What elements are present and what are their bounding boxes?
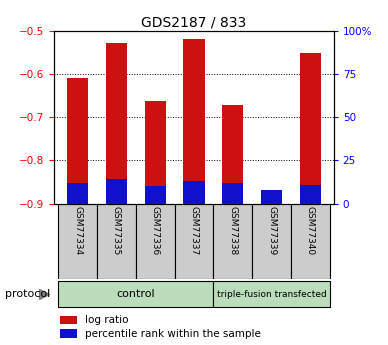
Bar [291, 204, 330, 279]
Bar [136, 204, 175, 279]
Text: GSM77339: GSM77339 [267, 206, 276, 255]
Bar [60, 316, 77, 324]
Bar [58, 204, 97, 279]
Text: protocol: protocol [5, 289, 50, 299]
Bar [60, 329, 77, 338]
Bar [58, 281, 213, 307]
Text: GSM77336: GSM77336 [151, 206, 160, 255]
Bar [145, 186, 166, 204]
Bar [252, 204, 291, 279]
Bar [213, 204, 252, 279]
Bar [300, 53, 321, 204]
Bar [184, 39, 205, 204]
Text: log ratio: log ratio [85, 315, 128, 325]
Bar [184, 181, 205, 204]
Bar [67, 79, 88, 204]
Text: triple-fusion transfected: triple-fusion transfected [217, 289, 326, 299]
Bar [145, 101, 166, 204]
Bar [106, 43, 127, 204]
Bar [261, 191, 282, 204]
Text: GSM77337: GSM77337 [189, 206, 199, 255]
Bar [175, 204, 213, 279]
Bar [67, 183, 88, 204]
Bar [106, 179, 127, 204]
Bar [261, 190, 282, 204]
Text: control: control [116, 289, 155, 299]
Text: GSM77334: GSM77334 [73, 206, 82, 255]
Bar [222, 183, 244, 204]
Bar [213, 281, 330, 307]
Bar [97, 204, 136, 279]
Text: percentile rank within the sample: percentile rank within the sample [85, 329, 261, 339]
Bar [222, 105, 244, 204]
Text: GSM77335: GSM77335 [112, 206, 121, 255]
Text: GSM77340: GSM77340 [306, 206, 315, 255]
Title: GDS2187 / 833: GDS2187 / 833 [141, 16, 247, 30]
Text: GSM77338: GSM77338 [228, 206, 237, 255]
Bar [300, 185, 321, 204]
